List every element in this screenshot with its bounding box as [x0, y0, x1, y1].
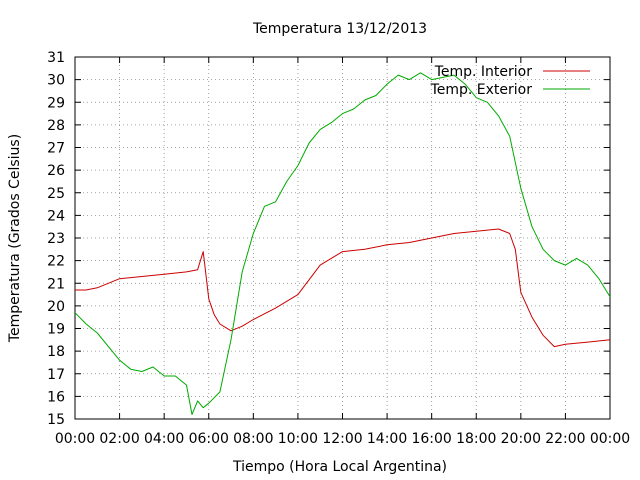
x-axis-label: Tiempo (Hora Local Argentina) — [232, 459, 447, 475]
y-tick-label: 30 — [47, 73, 65, 89]
x-tick-label: 22:00 — [545, 431, 585, 447]
y-tick-label: 25 — [47, 186, 65, 202]
x-tick-label: 02:00 — [99, 431, 139, 447]
y-tick-label: 31 — [47, 50, 65, 66]
x-tick-label: 08:00 — [233, 431, 273, 447]
y-tick-label: 24 — [47, 208, 65, 224]
x-tick-label: 20:00 — [501, 431, 541, 447]
x-tick-label: 00:00 — [590, 431, 630, 447]
series-lines — [74, 72, 611, 415]
legend-label: Temp. Interior — [434, 64, 533, 80]
x-tick-label: 06:00 — [189, 431, 229, 447]
y-tick-label: 19 — [47, 322, 65, 338]
y-axis-label: Temperatura (Grados Celsius) — [7, 134, 23, 343]
y-tick-label: 27 — [47, 141, 65, 157]
series-line-interior — [75, 228, 611, 348]
y-tick-label: 20 — [47, 299, 65, 315]
chart-title: Temperatura 13/12/2013 — [252, 21, 427, 37]
y-tick-label: 16 — [47, 389, 65, 405]
y-tick-label: 29 — [47, 95, 65, 111]
x-tick-label: 16:00 — [411, 431, 451, 447]
y-tick-label: 22 — [47, 254, 65, 270]
x-tick-label: 10:00 — [278, 431, 318, 447]
x-tick-label: 18:00 — [456, 431, 496, 447]
x-tick-label: 00:00 — [55, 431, 95, 447]
y-tick-label: 17 — [47, 367, 65, 383]
y-tick-label: 26 — [47, 163, 65, 179]
legend: Temp. Interior Temp. Exterior — [430, 64, 590, 98]
y-tick-label: 15 — [47, 412, 65, 428]
y-tick-label: 23 — [47, 231, 65, 247]
x-tick-label: 04:00 — [144, 431, 184, 447]
x-tick-label: 14:00 — [367, 431, 407, 447]
x-tick-label: 12:00 — [322, 431, 362, 447]
y-tick-label: 21 — [47, 276, 65, 292]
grid-lines — [75, 57, 610, 419]
y-tick-label: 28 — [47, 118, 65, 134]
y-tick-label: 18 — [47, 344, 65, 360]
series-line-exterior — [74, 72, 611, 415]
legend-label: Temp. Exterior — [430, 82, 533, 98]
